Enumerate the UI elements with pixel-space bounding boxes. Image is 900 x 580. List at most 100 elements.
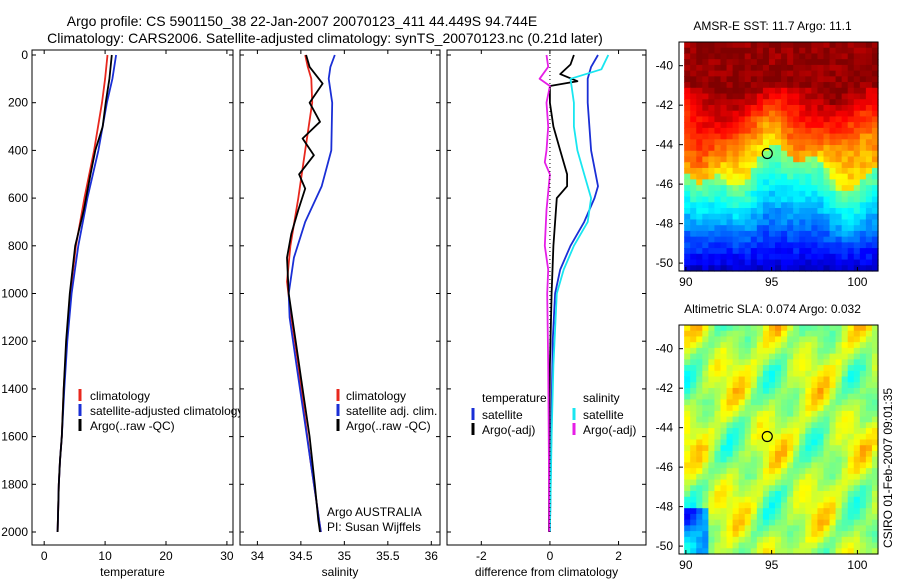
sla_map-cell bbox=[726, 410, 734, 418]
sla_map-cell bbox=[756, 456, 764, 463]
sla_map-cell bbox=[744, 536, 752, 544]
sla_map-cell bbox=[805, 491, 812, 498]
sla_map-cell bbox=[762, 387, 770, 395]
sla_map-cell bbox=[708, 445, 716, 452]
sla_map-cell bbox=[750, 508, 758, 515]
sst_map-cell bbox=[847, 248, 855, 255]
sla_map-cell bbox=[738, 353, 746, 360]
sst_map-cell bbox=[714, 93, 722, 100]
sst_map-cell bbox=[750, 248, 758, 255]
sst_map-cell bbox=[811, 259, 819, 266]
sst_map-cell bbox=[744, 70, 752, 77]
sla_map-cell bbox=[829, 342, 837, 349]
sla_map-cell bbox=[859, 376, 867, 383]
sla_map-cell bbox=[720, 519, 728, 526]
diff-series-temperature-argo-adj- bbox=[548, 54, 579, 533]
sla_map-cell bbox=[805, 376, 812, 383]
sla_map-xtick-label: 95 bbox=[765, 558, 779, 572]
sst_map-cell bbox=[775, 93, 782, 100]
sla_map-cell bbox=[853, 433, 861, 441]
sla_map-cell bbox=[835, 445, 843, 452]
sst_map-cell bbox=[859, 242, 867, 249]
sst_map-cell bbox=[762, 150, 770, 158]
sla_map-cell bbox=[720, 445, 728, 452]
sst_map-cell bbox=[871, 185, 879, 192]
sst_map-cell bbox=[720, 47, 728, 55]
sst_map-cell bbox=[811, 59, 819, 66]
sla_map-cell bbox=[853, 473, 861, 481]
sla_map-cell bbox=[744, 330, 752, 338]
sst_map-cell bbox=[817, 42, 825, 49]
sst_map-cell bbox=[829, 208, 837, 215]
sst_map-cell bbox=[859, 116, 867, 123]
sst_map-cell bbox=[853, 70, 861, 77]
temp-ytick-label: 1000 bbox=[1, 287, 28, 301]
sst_map-cell bbox=[708, 167, 716, 175]
sst_map-cell bbox=[775, 242, 782, 249]
sla_map-cell bbox=[865, 525, 873, 532]
sla_map-cell bbox=[762, 450, 770, 458]
sst_map-cell bbox=[853, 76, 861, 83]
sla_map-cell bbox=[775, 456, 782, 463]
sst_map-cell bbox=[853, 259, 861, 266]
sst_map-cell bbox=[781, 259, 788, 266]
sla_map-cell bbox=[732, 347, 740, 355]
sst_map-cell bbox=[714, 190, 722, 198]
sla_map-cell bbox=[690, 376, 697, 383]
sst_map-cell bbox=[732, 225, 740, 232]
sla_map-cell bbox=[823, 468, 831, 475]
sst_map-cell bbox=[865, 162, 873, 169]
sst_map-cell bbox=[684, 213, 691, 221]
sst_map-cell bbox=[805, 116, 812, 123]
temp-xtick-label: 0 bbox=[41, 549, 48, 563]
sla_map-cell bbox=[726, 468, 734, 475]
sla_map-cell bbox=[744, 496, 752, 504]
sla_map-cell bbox=[871, 405, 879, 412]
sla_map-cell bbox=[775, 433, 782, 441]
sla_map-cell bbox=[750, 405, 758, 412]
sst_map-cell bbox=[841, 225, 849, 232]
sla_map-cell bbox=[775, 445, 782, 452]
sla_map-cell bbox=[859, 473, 867, 481]
sst_map-cell bbox=[696, 196, 703, 203]
sla_map-cell bbox=[823, 347, 831, 355]
sla_map-cell bbox=[817, 485, 825, 492]
sla_map-cell bbox=[865, 508, 873, 515]
sst_map-cell bbox=[871, 53, 879, 60]
sla_map-cell bbox=[720, 428, 728, 435]
sst_map-xtick-label: 95 bbox=[765, 275, 779, 289]
sla_map-cell bbox=[793, 508, 800, 515]
sst_map-cell bbox=[817, 162, 825, 169]
sla_map-cell bbox=[781, 479, 788, 486]
sla_map-cell bbox=[756, 393, 764, 401]
sst_map-cell bbox=[690, 70, 697, 77]
sla_map-cell bbox=[847, 330, 855, 338]
sst_map-cell bbox=[690, 225, 697, 232]
sst_map-cell bbox=[714, 162, 722, 169]
sla_map-cell bbox=[835, 376, 843, 383]
sla_map-cell bbox=[853, 462, 861, 469]
sla_map-cell bbox=[768, 496, 776, 504]
sla_map-cell bbox=[768, 399, 776, 406]
sst_map-cell bbox=[805, 42, 812, 49]
sst_map-cell bbox=[732, 265, 740, 272]
sla_map-cell bbox=[756, 330, 764, 338]
sst_map-cell bbox=[841, 248, 849, 255]
sla_map-cell bbox=[781, 462, 788, 469]
sst_map-cell bbox=[756, 230, 764, 238]
sst_map-cell bbox=[708, 116, 716, 123]
sla_map-cell bbox=[756, 365, 764, 372]
sst_map-cell bbox=[811, 213, 819, 221]
sst_map-cell bbox=[738, 242, 746, 249]
sla_map-cell bbox=[738, 416, 746, 423]
sst_map-cell bbox=[841, 127, 849, 135]
sla_map-cell bbox=[841, 502, 849, 509]
sla_map-cell bbox=[744, 342, 752, 349]
sst_map-cell bbox=[732, 242, 740, 249]
sst_map-cell bbox=[708, 150, 716, 158]
sla_map-cell bbox=[726, 393, 734, 401]
sst_map-cell bbox=[871, 47, 879, 55]
sla_map-cell bbox=[702, 382, 709, 389]
sst_map-cell bbox=[744, 162, 752, 169]
sst_map-cell bbox=[744, 99, 752, 106]
